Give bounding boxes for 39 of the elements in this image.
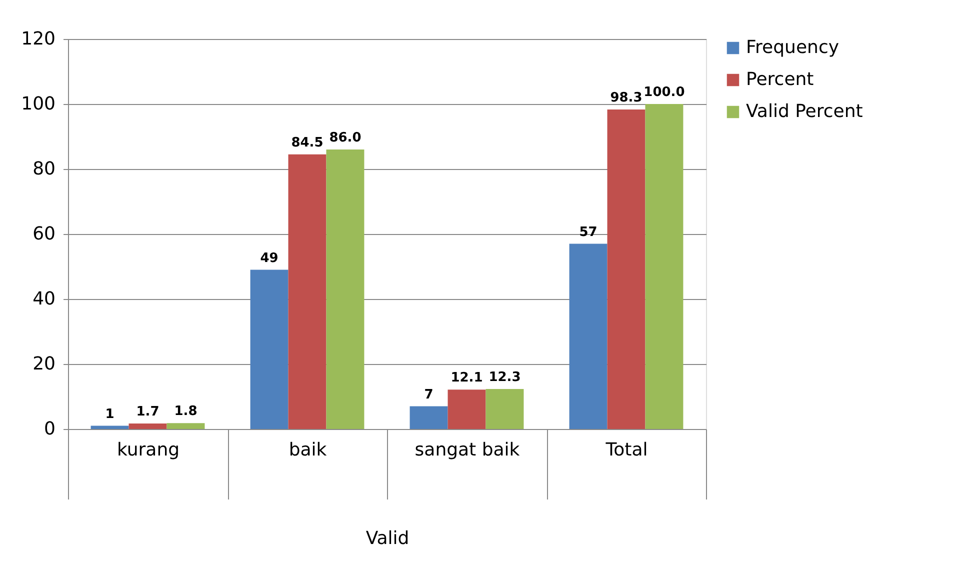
bar [569,244,608,429]
y-tick-label: 0 [44,418,56,440]
bar [326,150,364,429]
bar [288,154,326,429]
x-tick-label: sangat baik [414,440,520,460]
data-label: 1.8 [174,404,198,420]
bar [645,104,684,429]
x-axis-title: Valid [366,528,410,549]
y-tick-label: 80 [32,158,56,180]
y-tick-label: 100 [21,94,56,114]
bar [250,270,288,429]
data-label: 7 [424,387,434,402]
bar [448,390,486,429]
data-label: 98.3 [610,90,642,106]
legend-label: Valid Percent [746,101,863,122]
legend-label: Percent [746,69,814,90]
data-label: 49 [260,250,278,266]
data-label: 100.0 [644,85,685,100]
legend-label: Frequency [746,37,840,58]
bar [90,426,129,429]
data-label: 86.0 [329,130,362,146]
x-tick-label: baik [288,440,328,460]
data-label: 84.5 [291,135,324,150]
y-tick-label: 20 [32,354,56,374]
bar [128,423,167,429]
x-tick-label: kurang [116,440,180,460]
data-label: 12.1 [450,370,483,386]
bar [486,389,524,429]
bar [410,406,448,429]
data-label: 12.3 [488,370,521,386]
y-tick-label: 60 [32,224,56,244]
x-tick-label: Total [604,440,648,460]
y-tick-label: 120 [21,28,56,50]
data-label: 1.7 [136,404,160,420]
data-label: 1 [105,406,114,422]
y-tick-label: 40 [32,288,56,310]
bar [166,423,205,429]
data-label: 57 [579,224,598,240]
bar [607,110,646,429]
